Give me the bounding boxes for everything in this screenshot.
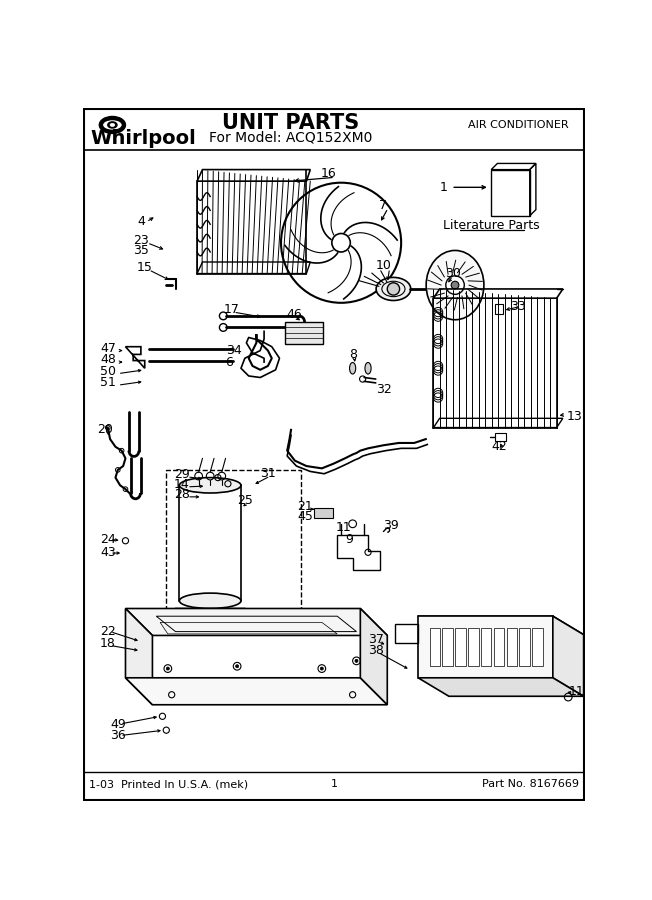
Text: 35: 35 bbox=[133, 244, 149, 257]
Bar bbox=[495, 433, 506, 441]
Text: 29: 29 bbox=[174, 468, 190, 481]
Bar bbox=[491, 169, 529, 216]
Circle shape bbox=[387, 283, 400, 295]
Polygon shape bbox=[125, 608, 387, 635]
Ellipse shape bbox=[108, 122, 117, 128]
Text: 13: 13 bbox=[567, 410, 582, 422]
Polygon shape bbox=[553, 616, 584, 697]
Text: 6: 6 bbox=[226, 356, 233, 369]
Polygon shape bbox=[361, 608, 387, 705]
Circle shape bbox=[451, 281, 459, 289]
Text: 8: 8 bbox=[349, 348, 357, 361]
Circle shape bbox=[446, 276, 464, 294]
Circle shape bbox=[166, 667, 170, 670]
Text: For Model: ACQ152XM0: For Model: ACQ152XM0 bbox=[209, 130, 373, 144]
Text: 1-03  Printed In U.S.A. (mek): 1-03 Printed In U.S.A. (mek) bbox=[89, 779, 248, 789]
Bar bbox=[285, 322, 323, 344]
Text: 33: 33 bbox=[511, 301, 526, 313]
Bar bbox=[532, 628, 543, 666]
Text: 20: 20 bbox=[97, 423, 113, 436]
Text: 22: 22 bbox=[100, 626, 116, 638]
Polygon shape bbox=[125, 608, 153, 705]
Ellipse shape bbox=[349, 363, 356, 374]
Text: 7: 7 bbox=[379, 199, 387, 212]
Text: 43: 43 bbox=[100, 545, 116, 559]
Polygon shape bbox=[418, 616, 553, 678]
Text: 51: 51 bbox=[100, 376, 116, 390]
Text: 48: 48 bbox=[100, 354, 116, 366]
Text: 21: 21 bbox=[297, 500, 313, 513]
Ellipse shape bbox=[110, 123, 115, 127]
Ellipse shape bbox=[365, 363, 371, 374]
Bar bbox=[494, 628, 504, 666]
Text: 38: 38 bbox=[368, 644, 384, 657]
Text: Literature Parts: Literature Parts bbox=[443, 220, 540, 232]
Bar bbox=[314, 508, 333, 518]
Ellipse shape bbox=[179, 593, 241, 608]
Text: 46: 46 bbox=[286, 308, 302, 321]
Text: 30: 30 bbox=[445, 267, 461, 280]
Polygon shape bbox=[125, 678, 387, 705]
Text: 39: 39 bbox=[383, 518, 399, 532]
Text: 24: 24 bbox=[100, 533, 116, 545]
Text: 15: 15 bbox=[137, 261, 153, 274]
Circle shape bbox=[235, 665, 239, 668]
Ellipse shape bbox=[102, 120, 123, 130]
Polygon shape bbox=[418, 616, 584, 634]
Text: 32: 32 bbox=[376, 382, 391, 396]
Text: 45: 45 bbox=[297, 509, 313, 523]
Text: 1: 1 bbox=[439, 181, 447, 194]
Bar bbox=[443, 628, 453, 666]
Text: 37: 37 bbox=[368, 633, 384, 646]
Text: 36: 36 bbox=[110, 729, 126, 742]
Text: 17: 17 bbox=[223, 303, 239, 316]
Ellipse shape bbox=[426, 250, 484, 320]
Text: 50: 50 bbox=[100, 364, 116, 378]
Bar bbox=[430, 628, 440, 666]
Text: 49: 49 bbox=[110, 717, 126, 731]
Text: 10: 10 bbox=[376, 259, 392, 273]
Text: 34: 34 bbox=[226, 344, 241, 357]
Text: 1: 1 bbox=[331, 779, 338, 789]
Bar bbox=[455, 628, 466, 666]
Text: 42: 42 bbox=[491, 440, 507, 454]
Bar bbox=[507, 628, 517, 666]
Text: 25: 25 bbox=[237, 494, 253, 508]
Bar bbox=[495, 304, 503, 313]
Circle shape bbox=[320, 667, 323, 670]
Text: 4: 4 bbox=[137, 215, 145, 229]
Bar bbox=[468, 628, 479, 666]
Text: 16: 16 bbox=[320, 166, 336, 180]
Ellipse shape bbox=[179, 478, 241, 493]
Ellipse shape bbox=[99, 116, 125, 133]
Text: 47: 47 bbox=[100, 342, 116, 355]
Text: 11: 11 bbox=[569, 685, 584, 698]
Bar bbox=[481, 628, 492, 666]
Text: Whirlpool: Whirlpool bbox=[91, 130, 197, 148]
Text: 31: 31 bbox=[260, 467, 276, 481]
Text: 14: 14 bbox=[174, 478, 190, 491]
Text: 28: 28 bbox=[174, 488, 190, 501]
Text: 18: 18 bbox=[100, 637, 116, 651]
Text: Part No. 8167669: Part No. 8167669 bbox=[482, 779, 579, 789]
Text: UNIT PARTS: UNIT PARTS bbox=[222, 113, 360, 133]
Polygon shape bbox=[418, 678, 584, 697]
Text: 11: 11 bbox=[336, 521, 351, 534]
Text: 9: 9 bbox=[345, 533, 353, 545]
Text: AIR CONDITIONER: AIR CONDITIONER bbox=[468, 120, 569, 130]
Circle shape bbox=[355, 660, 358, 662]
Ellipse shape bbox=[376, 277, 411, 301]
Text: 23: 23 bbox=[133, 234, 149, 247]
Bar bbox=[520, 628, 530, 666]
Bar bbox=[166, 470, 301, 624]
